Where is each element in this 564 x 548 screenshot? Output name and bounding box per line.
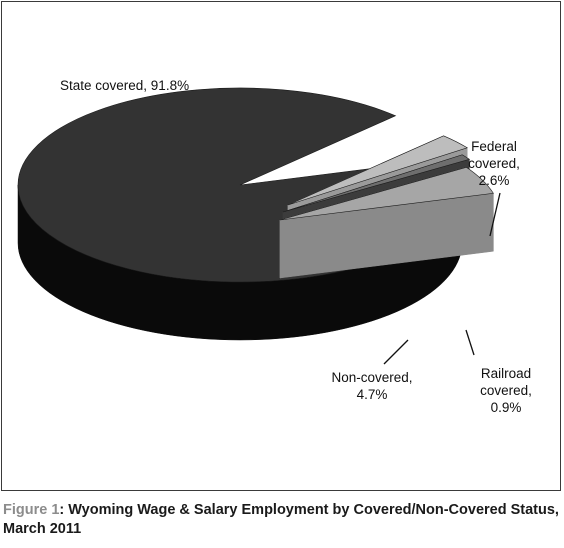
figure-number: Figure 1 bbox=[3, 502, 60, 518]
leader-line-railroad-covered bbox=[465, 329, 475, 356]
label-line: Railroad bbox=[481, 366, 531, 381]
label-line: covered, bbox=[468, 156, 520, 171]
label-line: 2.6% bbox=[479, 173, 510, 188]
label-line: covered, bbox=[480, 383, 532, 398]
slice-non-covered bbox=[279, 166, 494, 279]
label-non-covered: Non-covered, 4.7% bbox=[331, 370, 412, 402]
figure-title: : Wyoming Wage & Salary Employment by Co… bbox=[3, 502, 559, 537]
label-line: 0.9% bbox=[491, 400, 522, 415]
leader-line-federal-covered bbox=[489, 192, 501, 237]
slices-layer bbox=[17, 87, 494, 341]
leader-lines bbox=[383, 192, 501, 365]
label-railroad-covered: Railroad covered, 0.9% bbox=[480, 366, 532, 415]
label-line: State covered, 91.8% bbox=[60, 78, 189, 93]
label-line: Federal bbox=[471, 139, 517, 154]
slice-labels: State covered, 91.8% Federal covered, 2.6% R… bbox=[60, 78, 532, 415]
slice-top-federal-covered bbox=[287, 135, 468, 206]
label-line: 4.7% bbox=[357, 387, 388, 402]
slice-top-railroad-covered bbox=[282, 154, 471, 213]
label-line: Non-covered, bbox=[331, 370, 412, 385]
label-federal-covered: Federal covered, 2.6% bbox=[468, 139, 520, 188]
leader-line-non-covered bbox=[383, 339, 409, 365]
label-state-covered: State covered, 91.8% bbox=[60, 78, 189, 93]
figure-caption: Figure 1: Wyoming Wage & Salary Employme… bbox=[3, 501, 559, 539]
slice-top-non-covered bbox=[279, 166, 494, 221]
